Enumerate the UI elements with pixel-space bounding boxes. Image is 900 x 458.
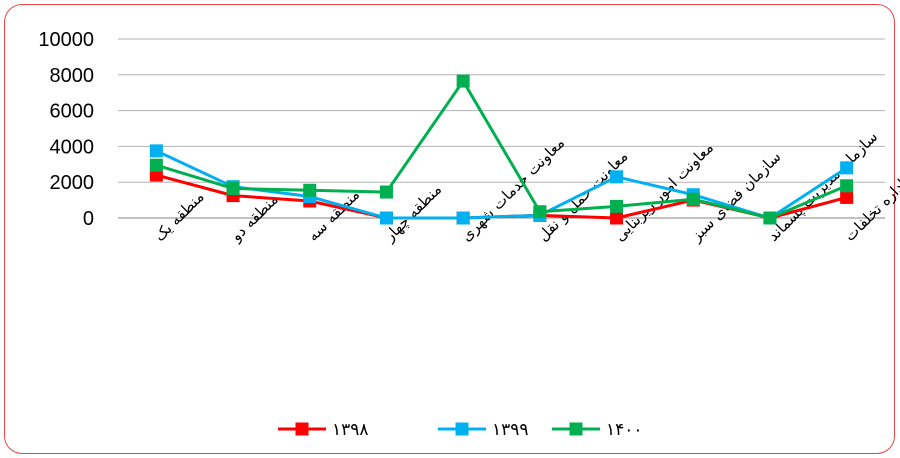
- legend-label: ۱۳۹۹: [492, 420, 529, 440]
- y-tick-label: 8000: [50, 65, 95, 87]
- series-line: [155, 149, 848, 220]
- data-point-marker: [379, 185, 393, 199]
- x-category-label: منطقه یک: [150, 188, 207, 245]
- data-point-marker: [456, 211, 470, 225]
- legend: ۱۳۹۸ ۱۳۹۹ ۱۴۰۰: [278, 420, 643, 440]
- data-point-marker: [610, 211, 624, 225]
- y-tick-label: 10000: [38, 29, 94, 51]
- data-point-marker: [610, 170, 624, 184]
- series-layer: [149, 74, 854, 225]
- legend-label: ۱۴۰۰: [606, 420, 643, 440]
- y-axis-ticks: 0 2000 4000 6000 8000 10000: [38, 29, 94, 230]
- data-point-marker: [149, 158, 163, 172]
- data-point-marker: [379, 211, 393, 225]
- data-point-marker: [226, 181, 240, 195]
- y-tick-label: 6000: [50, 101, 95, 123]
- data-point-marker: [840, 179, 854, 193]
- data-point-marker: [456, 74, 470, 88]
- data-point-marker: [840, 161, 854, 175]
- data-point-marker: [303, 183, 317, 197]
- series-3: [149, 74, 854, 225]
- grid-layer: [118, 38, 885, 219]
- legend-marker: [455, 422, 469, 436]
- data-point-marker: [149, 144, 163, 158]
- chart-frame: [4, 4, 895, 454]
- data-point-marker: [763, 211, 777, 225]
- y-tick-label: 0: [83, 208, 94, 230]
- data-point-marker: [533, 205, 547, 219]
- legend-marker: [569, 422, 583, 436]
- legend-marker: [295, 422, 309, 436]
- data-point-marker: [840, 190, 854, 204]
- y-tick-label: 2000: [50, 172, 95, 194]
- data-point-marker: [610, 199, 624, 213]
- data-point-marker: [686, 192, 700, 206]
- legend-label: ۱۳۹۸: [332, 420, 369, 440]
- series-line: [155, 79, 848, 220]
- data-point-marker: [149, 168, 163, 182]
- y-tick-label: 4000: [50, 136, 95, 158]
